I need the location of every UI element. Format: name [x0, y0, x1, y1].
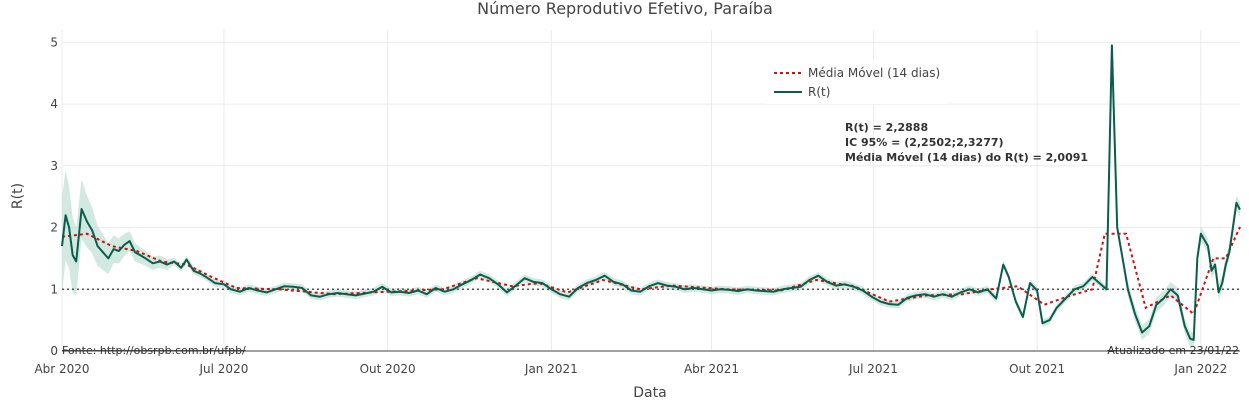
- legend-ma-label: Média Móvel (14 dias): [808, 66, 940, 80]
- x-tick-label: Abr 2021: [684, 362, 739, 376]
- y-tick-labels: 0 1 2 3 4 5: [50, 35, 58, 358]
- y-tick-label: 0: [50, 344, 58, 358]
- source-left: Fonte: http://obsrpb.com.br/ufpb/: [62, 344, 246, 357]
- x-tick-labels: Abr 2020 Jul 2020 Out 2020 Jan 2021 Abr 2021…: [34, 362, 1227, 376]
- source-right: Atualizado em 23/01/22: [1107, 344, 1239, 357]
- x-tick-label: Jan 2022: [1173, 362, 1227, 376]
- x-tick-label: Out 2021: [1009, 362, 1065, 376]
- y-tick-label: 4: [50, 97, 58, 111]
- legend: Média Móvel (14 dias) R(t): [766, 60, 948, 104]
- x-tick-label: Jul 2020: [199, 362, 249, 376]
- rt-series: [61, 44, 1241, 341]
- x-tick-label: Out 2020: [360, 362, 416, 376]
- y-tick-label: 1: [50, 282, 58, 296]
- y-axis-label: R(t): [10, 183, 26, 209]
- annotation-ci: IC 95% = (2,2502;2,3277): [845, 136, 1004, 149]
- annotation-box: R(t) = 2,2888 IC 95% = (2,2502;2,3277) M…: [845, 121, 1088, 164]
- annotation-ma: Média Móvel (14 dias) do R(t) = 2,0091: [845, 151, 1088, 164]
- x-axis-label: Data: [633, 385, 666, 400]
- x-tick-label: Jan 2021: [524, 362, 578, 376]
- rt-line: [61, 44, 1241, 341]
- x-tick-label: Jul 2021: [848, 362, 898, 376]
- y-tick-label: 3: [50, 159, 58, 173]
- legend-box: [766, 60, 948, 104]
- y-tick-label: 2: [50, 221, 58, 235]
- x-tick-label: Abr 2020: [34, 362, 89, 376]
- annotation-rt: R(t) = 2,2888: [845, 121, 928, 134]
- chart-title: Número Reprodutivo Efetivo, Paraíba: [477, 0, 773, 18]
- y-tick-label: 5: [50, 35, 58, 49]
- legend-rt-label: R(t): [808, 85, 830, 99]
